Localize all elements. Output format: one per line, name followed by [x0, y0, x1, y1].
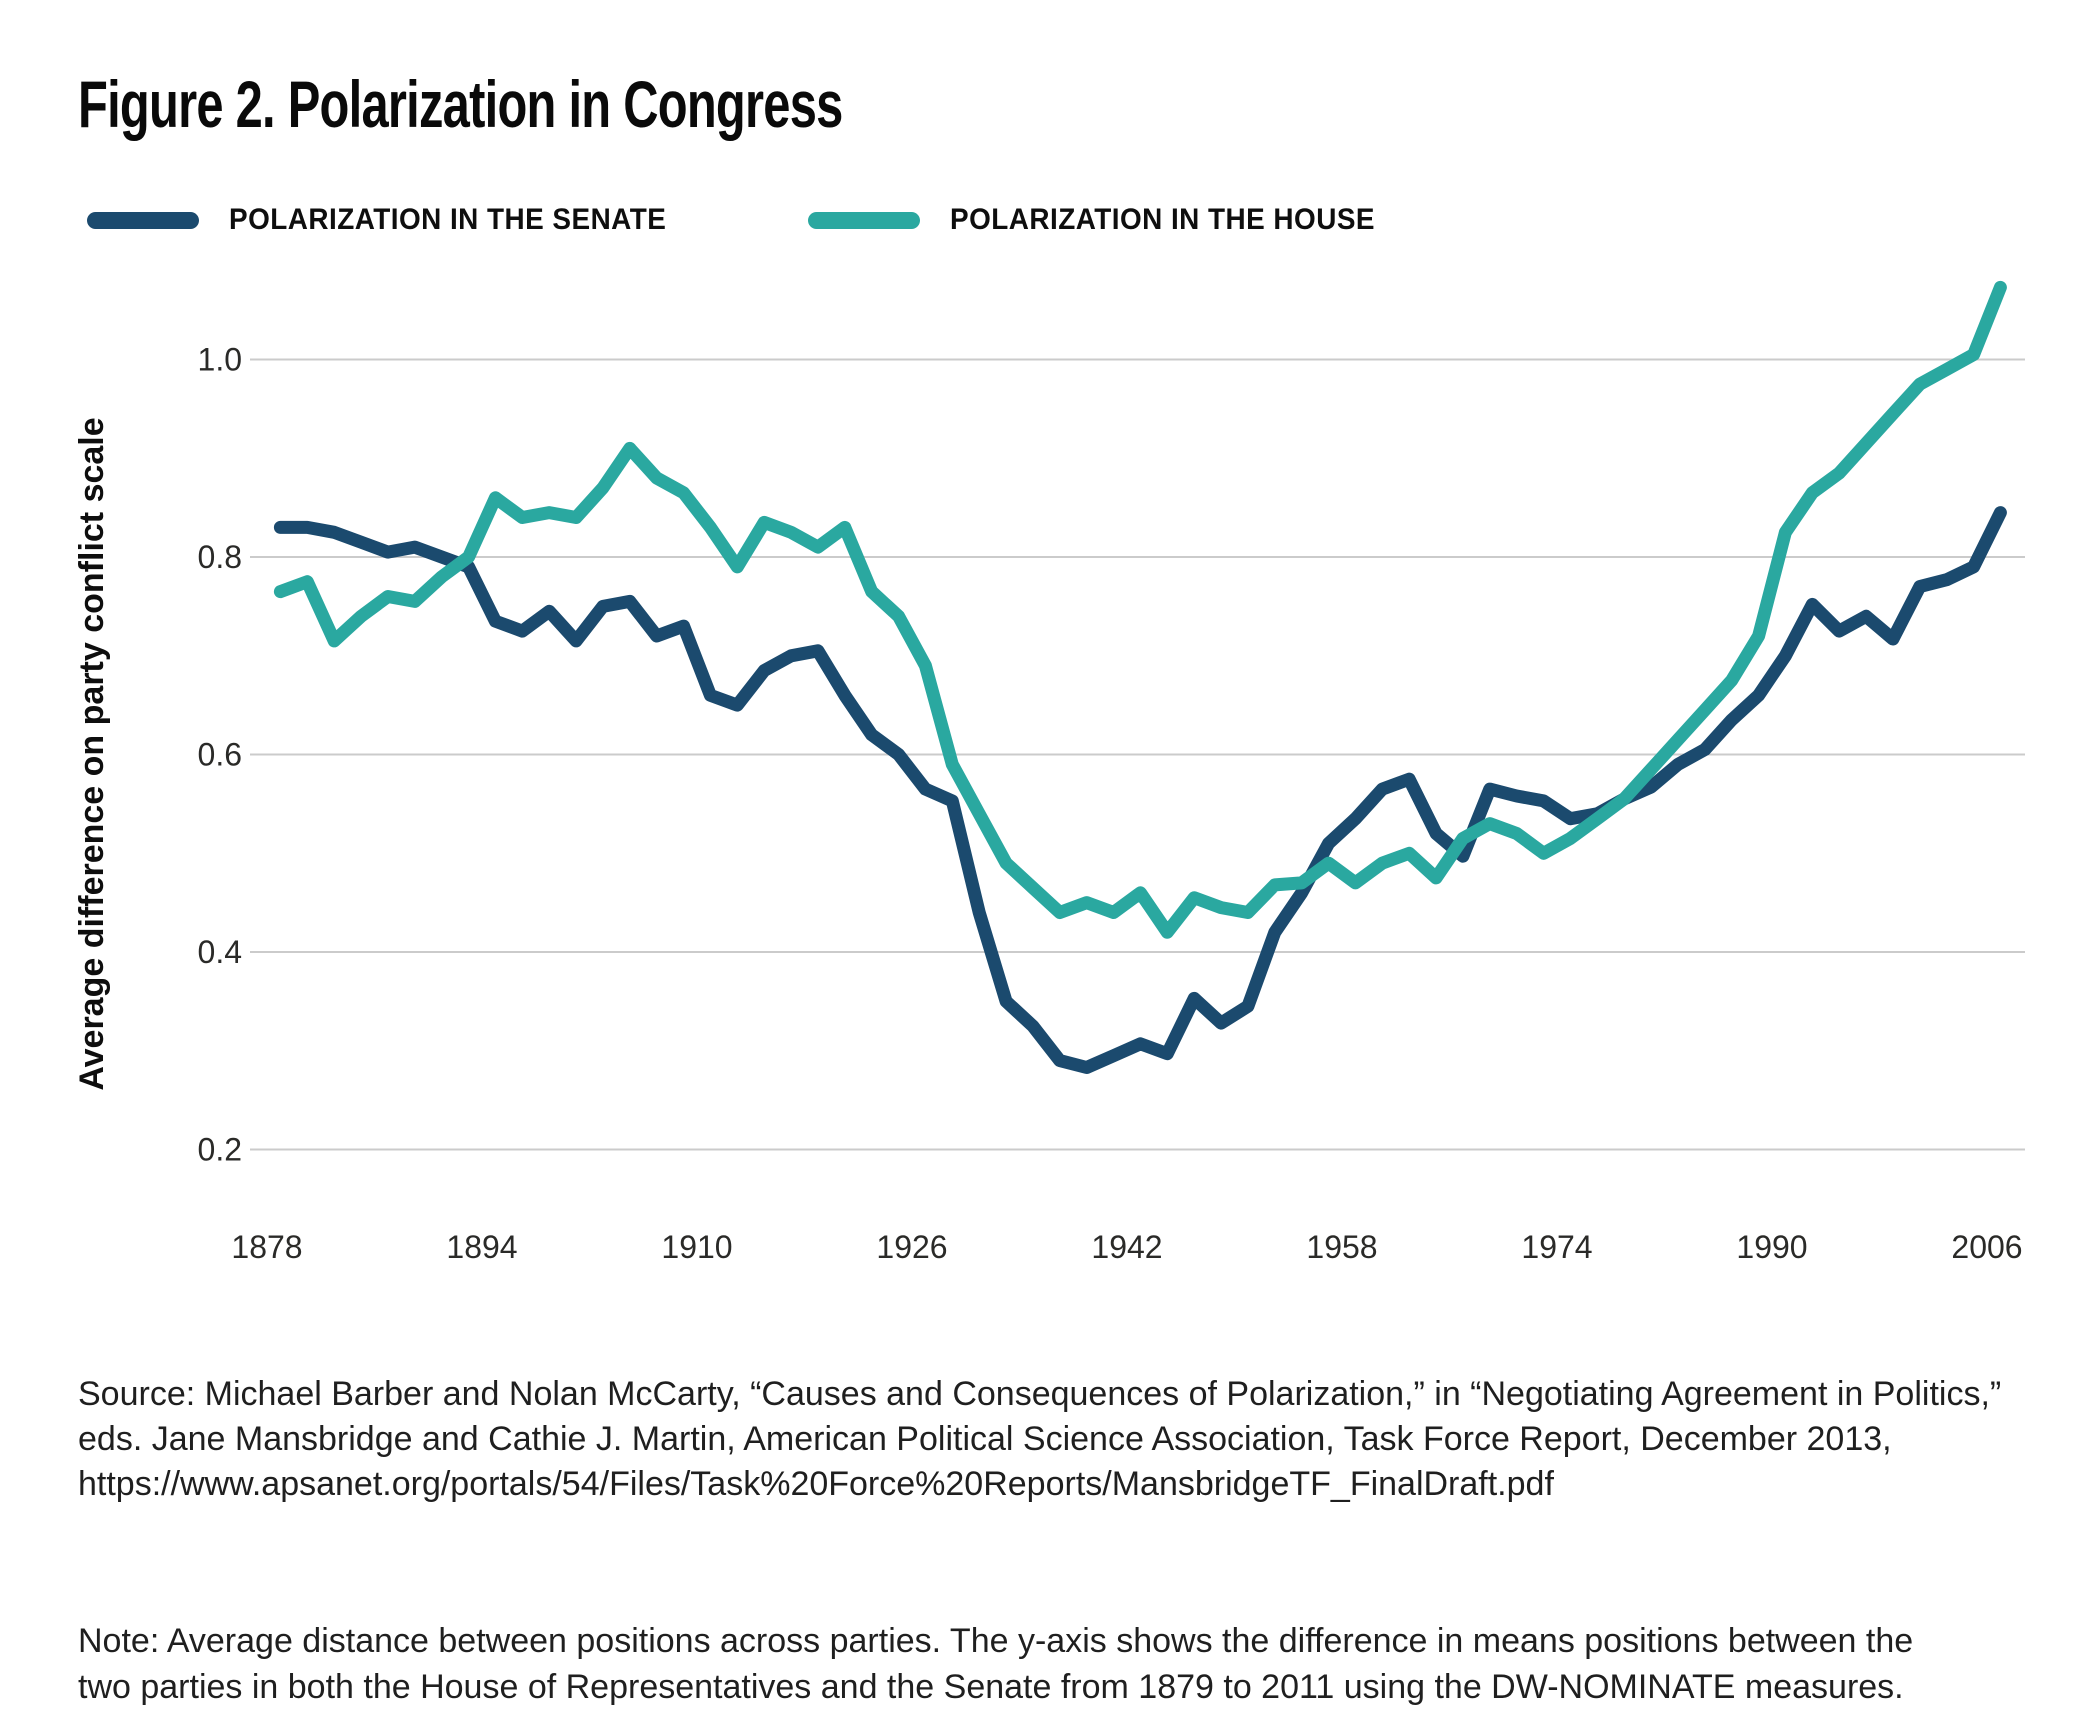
legend-item-senate: POLARIZATION IN THE SENATE	[87, 200, 699, 240]
senate-legend-label: POLARIZATION IN THE SENATE	[229, 203, 667, 236]
y-tick-label: 1.0	[198, 342, 242, 378]
x-tick-label: 1926	[876, 1229, 947, 1265]
x-tick-label: 1942	[1091, 1229, 1162, 1265]
senate-legend-swatch	[87, 211, 199, 229]
note-line: Note: Average distance between positions…	[78, 1622, 1914, 1660]
x-tick-label: 1910	[661, 1229, 732, 1265]
chart-legend: POLARIZATION IN THE SENATE POLARIZATION …	[0, 200, 2084, 240]
figure-title: Figure 2. Polarization in Congress	[78, 67, 843, 141]
source-line: Source: Michael Barber and Nolan McCarty…	[78, 1375, 2002, 1413]
note-line: two parties in both the House of Represe…	[78, 1668, 1904, 1706]
x-tick-label: 1878	[231, 1229, 302, 1265]
series-lines	[273, 280, 2007, 1074]
gridlines	[250, 358, 2025, 1151]
x-tick-label: 1990	[1736, 1229, 1807, 1265]
y-tick-label: 0.6	[198, 737, 242, 773]
x-tick-label: 2006	[1951, 1229, 2022, 1265]
y-tick-label: 0.8	[198, 539, 242, 575]
source-text: Source: Michael Barber and Nolan McCarty…	[78, 1372, 2001, 1507]
y-tick-label: 0.2	[198, 1132, 242, 1168]
y-axis-title: Average difference on party conflict sca…	[73, 417, 111, 1090]
note-text: Note: Average distance between positions…	[78, 1618, 1913, 1710]
source-line: eds. Jane Mansbridge and Cathie J. Marti…	[78, 1420, 1892, 1458]
y-tick-label: 0.4	[198, 934, 242, 970]
house-legend-label: POLARIZATION IN THE HOUSE	[950, 203, 1375, 236]
senate-line	[273, 506, 2007, 1074]
polarization-line-chart: 1.0 0.8 0.6 0.4 0.2 1878 1894 1910 1926 1942 1958…	[73, 280, 2025, 1265]
source-line: https://www.apsanet.org/portals/54/Files…	[78, 1465, 1554, 1503]
x-tick-labels: 1878 1894 1910 1926 1942 1958 1974 1990 2006	[231, 1229, 2022, 1265]
house-legend-swatch	[808, 211, 920, 229]
y-tick-labels: 1.0 0.8 0.6 0.4 0.2	[198, 342, 242, 1168]
x-tick-label: 1974	[1521, 1229, 1592, 1265]
house-line	[273, 280, 2007, 939]
x-tick-label: 1894	[446, 1229, 517, 1265]
legend-item-house: POLARIZATION IN THE HOUSE	[808, 200, 1407, 240]
x-tick-label: 1958	[1306, 1229, 1377, 1265]
